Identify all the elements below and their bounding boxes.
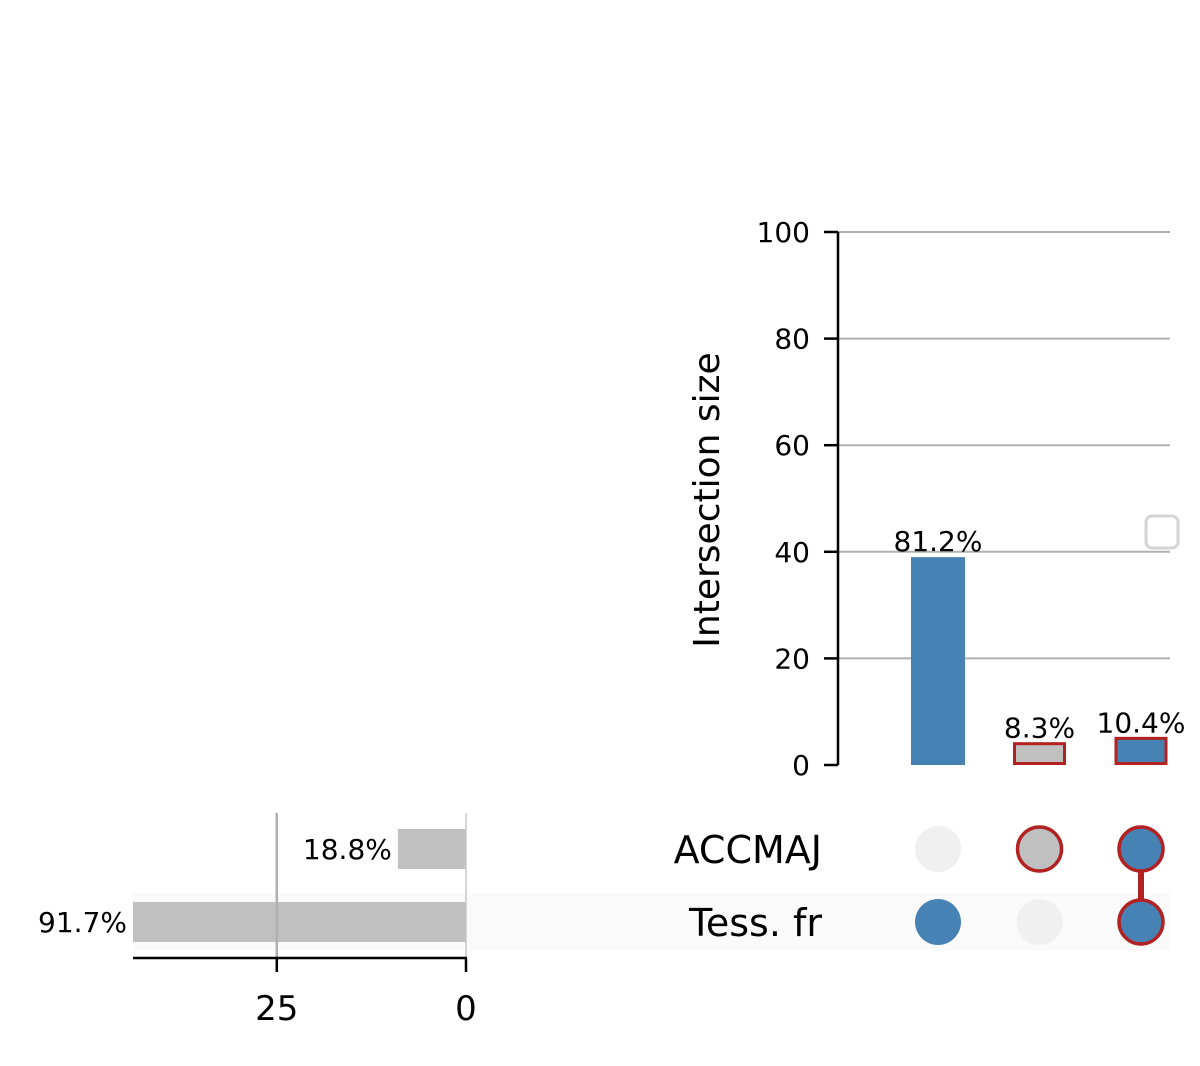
intersection-bar-label: 81.2% <box>894 525 983 558</box>
empty-legend <box>1144 514 1180 550</box>
set-size-bar-label: 18.8% <box>303 833 392 866</box>
set-size-bar <box>397 829 466 869</box>
set-size-bar <box>133 902 466 942</box>
matrix-dot-active <box>1117 898 1165 946</box>
y-tick-label: 0 <box>792 749 810 782</box>
matrix-dot-inactive <box>1016 899 1063 945</box>
intersection-bar <box>1114 736 1168 765</box>
y-axis: 0 20 40 60 80 100 <box>757 216 840 782</box>
y-gridlines <box>838 231 1170 660</box>
matrix-dot-active <box>1117 825 1165 873</box>
set-size-bar-label: 91.7% <box>38 906 127 939</box>
set-size-tick-label: 25 <box>255 989 298 1029</box>
matrix-dot-inactive <box>915 826 961 872</box>
y-tick-label: 40 <box>774 536 810 569</box>
matrix-dot-active <box>915 899 961 945</box>
y-axis-title: Intersection size <box>687 352 728 647</box>
y-tick-label: 60 <box>774 429 810 462</box>
set-size-tick-label: 0 <box>455 989 477 1029</box>
intersection-bar-label: 10.4% <box>1097 706 1186 739</box>
y-tick-label: 20 <box>774 642 810 675</box>
intersection-bar-label: 8.3% <box>1004 712 1075 745</box>
y-tick-label: 100 <box>757 216 810 249</box>
set-label: ACCMAJ <box>674 828 822 872</box>
y-tick-label: 80 <box>774 323 810 356</box>
intersection-bar <box>911 557 965 765</box>
matrix-dot-active <box>1015 825 1064 873</box>
membership-matrix <box>915 825 1165 946</box>
set-label: Tess. fr <box>688 901 822 945</box>
intersection-bar <box>1013 742 1066 765</box>
set-labels: ACCMAJ Tess. fr <box>674 828 823 945</box>
set-size-bars: 18.8% 91.7% <box>38 829 466 942</box>
intersection-bars: 81.2% 8.3% 10.4% <box>894 525 1186 765</box>
set-size-axis: 0 25 <box>133 813 477 1029</box>
